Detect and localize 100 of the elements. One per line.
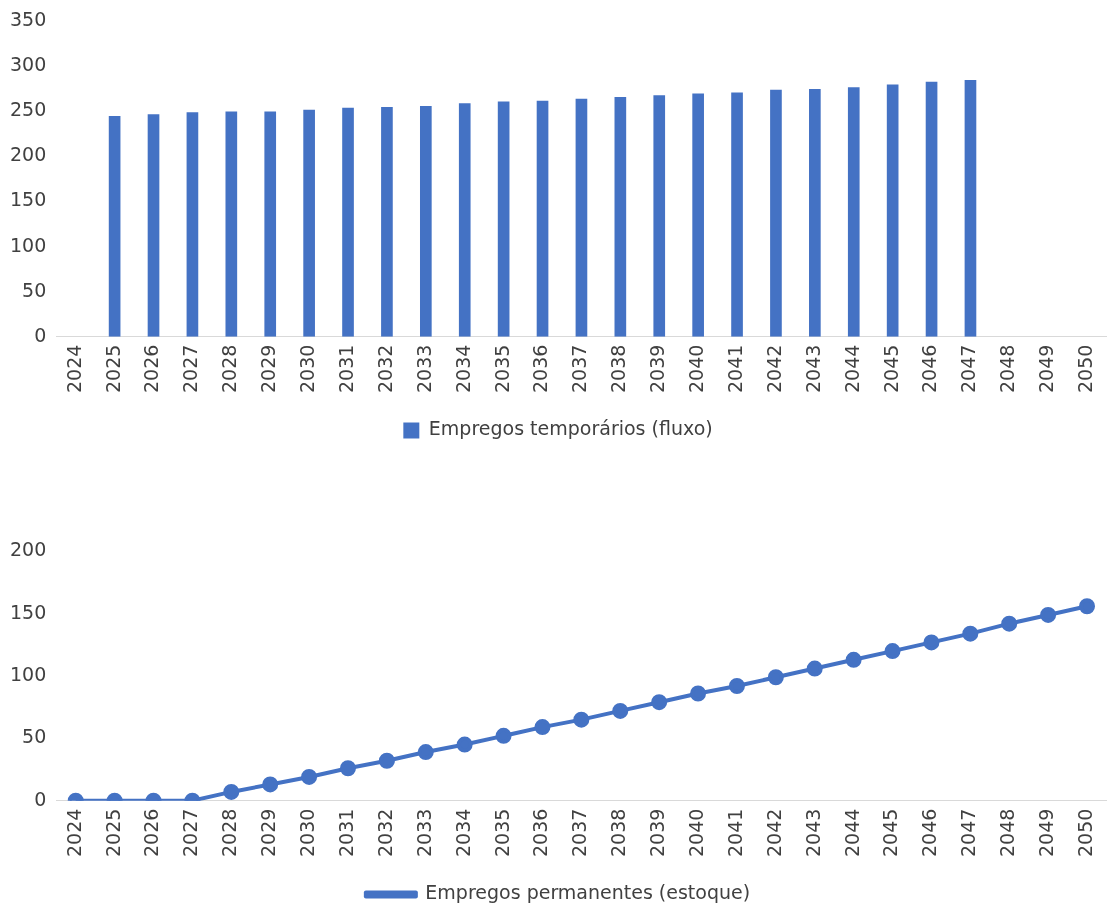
x-tick-label: 2042 (762, 344, 785, 394)
x-tick-label: 2033 (412, 808, 435, 858)
x-tick-label: 2046 (918, 344, 941, 394)
point (262, 776, 279, 793)
x-tick-label: 2030 (296, 808, 319, 858)
y-tick-label: 50 (22, 278, 47, 301)
x-tick-label: 2025 (101, 808, 124, 858)
y-tick-label: 150 (10, 188, 47, 211)
x-tick-label: 2032 (373, 344, 396, 394)
x-tick-label: 2049 (1035, 344, 1058, 394)
y-tick-label: 250 (10, 98, 47, 121)
bar (536, 100, 549, 337)
bar (497, 101, 510, 337)
x-tick-label: 2034 (451, 344, 474, 394)
bar (108, 115, 121, 337)
point (728, 677, 745, 694)
point (690, 685, 707, 702)
x-tick-label: 2027 (179, 344, 202, 394)
x-tick-label: 2028 (218, 344, 241, 394)
x-tick-label: 2040 (685, 344, 708, 394)
x-tick-label: 2037 (568, 344, 591, 394)
x-tick-label: 2026 (140, 808, 163, 858)
bar (420, 106, 432, 337)
x-tick-label: 2044 (840, 808, 863, 858)
x-tick-label: 2025 (101, 344, 124, 394)
point (651, 694, 668, 711)
point (573, 711, 590, 728)
point (845, 651, 862, 668)
x-tick-label: 2031 (334, 808, 357, 858)
bar (614, 97, 627, 337)
point (417, 744, 434, 761)
x-tick-label: 2035 (490, 808, 513, 858)
x-tick-label: 2035 (490, 344, 513, 394)
bar (147, 114, 160, 337)
x-tick-label: 2048 (996, 344, 1019, 394)
x-tick-label: 2041 (723, 344, 746, 394)
bar (225, 111, 238, 337)
x-tick-label: 2032 (373, 808, 396, 858)
point (612, 702, 629, 719)
bar (731, 92, 743, 337)
x-tick-label: 2039 (646, 808, 669, 858)
x-tick-label: 2034 (451, 808, 474, 858)
x-tick-label: 2044 (840, 344, 863, 394)
x-tick-label: 2036 (529, 808, 552, 858)
bar (264, 111, 277, 337)
bar (692, 93, 704, 337)
bar (809, 88, 821, 337)
bar (886, 84, 899, 337)
x-tick-label: 2024 (62, 344, 85, 394)
x-tick-label: 2046 (918, 808, 941, 858)
bar (964, 79, 977, 337)
x-tick-label: 2047 (957, 808, 980, 858)
bar (381, 106, 393, 337)
y-tick-label: 100 (10, 233, 47, 256)
y-tick-label: 200 (10, 538, 47, 561)
y-tick-label: 50 (22, 725, 47, 748)
point (884, 643, 901, 660)
bar (653, 95, 666, 337)
bar (458, 103, 471, 337)
x-tick-label: 2026 (140, 344, 163, 394)
bar (847, 87, 860, 337)
y-tick-label: 0 (34, 323, 47, 346)
x-tick-label: 2027 (179, 808, 202, 858)
x-tick-label: 2037 (568, 808, 591, 858)
y-tick-label: 350 (10, 8, 47, 31)
point (1040, 606, 1057, 623)
point (923, 634, 940, 651)
y-tick-label: 100 (10, 662, 47, 685)
x-tick-label: 2033 (412, 344, 435, 394)
x-tick-label: 2028 (218, 808, 241, 858)
x-tick-label: 2029 (257, 344, 280, 394)
bar (925, 81, 938, 337)
x-tick-label: 2036 (529, 344, 552, 394)
x-tick-label: 2042 (762, 808, 785, 858)
x-tick-label: 2030 (296, 344, 319, 394)
point (806, 660, 823, 677)
point (1001, 615, 1018, 632)
x-tick-label: 2029 (257, 808, 280, 858)
bar (770, 89, 782, 337)
x-tick-label: 2041 (723, 808, 746, 858)
y-tick-label: 0 (34, 787, 47, 810)
x-tick-label: 2043 (801, 808, 824, 858)
x-tick-label: 2043 (801, 344, 824, 394)
legend-label: Empregos temporários (fluxo) (428, 417, 713, 440)
x-tick-label: 2031 (334, 344, 357, 394)
x-tick-label: 2050 (1074, 344, 1097, 394)
point (767, 669, 784, 686)
point (962, 625, 979, 642)
bar (342, 107, 354, 337)
x-tick-label: 2024 (62, 808, 85, 858)
x-tick-label: 2049 (1035, 808, 1058, 858)
point (495, 727, 512, 744)
x-tick-label: 2050 (1073, 808, 1096, 858)
point (534, 719, 551, 736)
x-tick-label: 2045 (879, 808, 902, 858)
x-tick-label: 2047 (957, 344, 980, 394)
x-tick-label: 2048 (996, 808, 1019, 858)
bar (186, 112, 199, 337)
y-tick-label: 200 (10, 143, 47, 166)
y-tick-label: 150 (10, 600, 47, 623)
